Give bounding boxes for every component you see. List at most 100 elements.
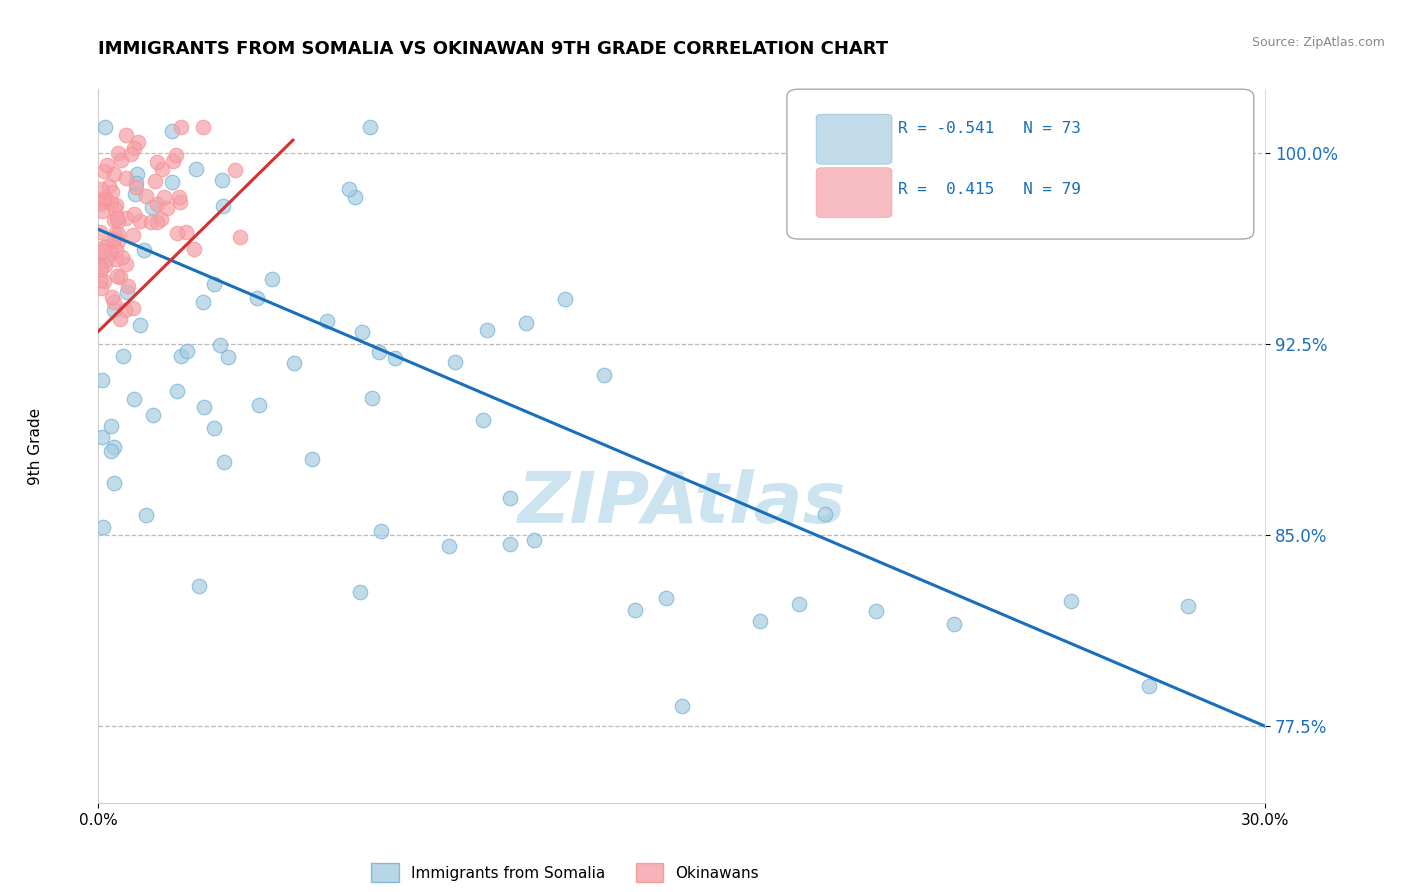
Point [1177, 599, 1199, 613]
Point [122, 207, 145, 221]
Point [787, 597, 810, 611]
Point [91, 193, 114, 207]
Legend: Immigrants from Somalia, Okinawans: Immigrants from Somalia, Okinawans [366, 857, 765, 888]
Point [224, 163, 246, 178]
Point [104, 243, 127, 257]
Point [162, 154, 184, 169]
Point [94, 253, 117, 268]
Point [108, 270, 131, 285]
Point [212, 199, 235, 213]
Point [183, 242, 205, 256]
FancyBboxPatch shape [815, 114, 891, 164]
Point [117, 279, 139, 293]
Point [344, 189, 367, 203]
Point [111, 250, 134, 264]
Point [499, 537, 522, 551]
Point [370, 524, 392, 538]
Point [100, 196, 122, 211]
Point [169, 194, 191, 209]
Point [146, 215, 169, 229]
Point [337, 182, 360, 196]
Point [146, 155, 169, 169]
Point [111, 349, 134, 363]
Point [110, 153, 132, 167]
Point [176, 344, 198, 359]
Point [94, 190, 117, 204]
Point [443, 355, 465, 369]
Point [141, 200, 163, 214]
Point [127, 167, 149, 181]
Point [367, 345, 389, 359]
Point [89, 259, 111, 273]
Point [103, 212, 125, 227]
FancyBboxPatch shape [815, 168, 891, 218]
Point [143, 174, 166, 188]
Point [211, 172, 233, 186]
Point [193, 400, 215, 414]
Point [93, 192, 115, 206]
Point [91, 204, 114, 219]
Text: IMMIGRANTS FROM SOMALIA VS OKINAWAN 9TH GRADE CORRELATION CHART: IMMIGRANTS FROM SOMALIA VS OKINAWAN 9TH … [98, 40, 889, 58]
Point [122, 141, 145, 155]
Point [160, 124, 183, 138]
Point [671, 698, 693, 713]
Point [89, 225, 111, 239]
FancyBboxPatch shape [787, 89, 1254, 239]
Point [104, 202, 127, 216]
Point [93, 240, 115, 254]
Point [1137, 679, 1160, 693]
Point [93, 274, 115, 288]
Point [101, 290, 124, 304]
Point [89, 245, 111, 260]
Point [101, 185, 124, 199]
Text: 9th Grade: 9th Grade [28, 408, 42, 484]
Point [107, 145, 129, 160]
Point [122, 301, 145, 315]
Point [150, 211, 173, 226]
Point [165, 147, 187, 161]
Point [170, 349, 193, 363]
Point [89, 197, 111, 211]
Point [283, 356, 305, 370]
Point [127, 135, 149, 149]
Point [96, 238, 118, 252]
Point [100, 245, 122, 260]
Point [208, 338, 231, 352]
Point [167, 190, 190, 204]
Point [150, 162, 173, 177]
Point [174, 225, 197, 239]
Point [107, 227, 129, 241]
Point [943, 617, 966, 632]
Point [93, 164, 115, 178]
Point [103, 232, 125, 246]
Point [153, 190, 176, 204]
Point [90, 181, 112, 195]
Point [437, 540, 460, 554]
Point [125, 179, 148, 194]
Point [249, 398, 271, 412]
Text: Source: ZipAtlas.com: Source: ZipAtlas.com [1251, 36, 1385, 49]
Point [814, 508, 837, 522]
Point [121, 227, 143, 242]
Point [515, 316, 537, 330]
Point [191, 120, 214, 135]
Point [122, 392, 145, 407]
Point [100, 418, 122, 433]
Point [142, 408, 165, 422]
Point [100, 443, 122, 458]
Point [229, 229, 252, 244]
Point [108, 312, 131, 326]
Point [94, 259, 117, 273]
Point [188, 579, 211, 593]
Point [361, 391, 384, 405]
Point [135, 188, 157, 202]
Point [91, 373, 114, 387]
Point [94, 120, 117, 135]
Point [98, 178, 121, 193]
Text: ZIPAtlas: ZIPAtlas [517, 468, 846, 538]
Point [146, 196, 169, 211]
Point [477, 323, 499, 337]
Point [114, 257, 136, 271]
Point [96, 158, 118, 172]
Point [523, 533, 546, 548]
